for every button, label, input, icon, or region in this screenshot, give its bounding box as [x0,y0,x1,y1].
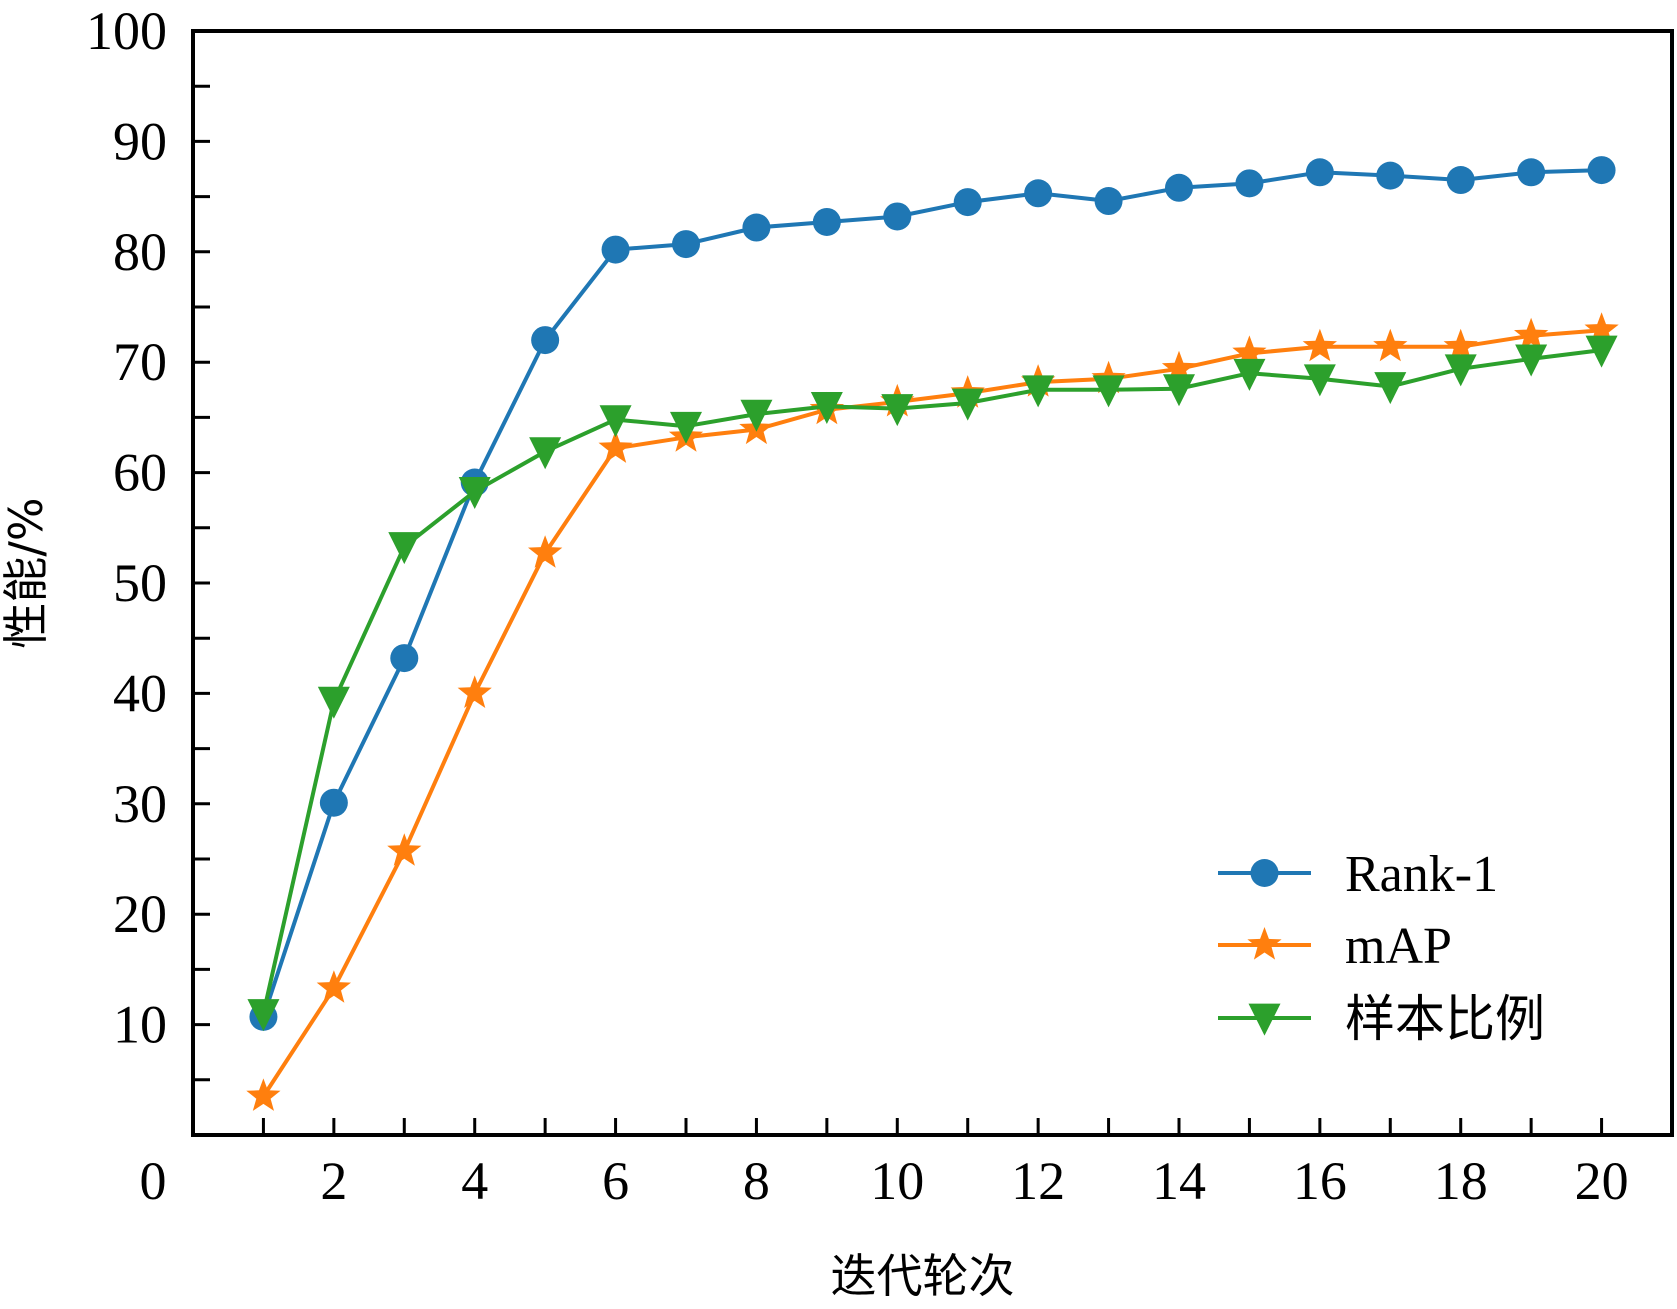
x-tick-label: 16 [1293,1151,1347,1211]
legend: Rank-1 mAP 样本比例 [1218,846,1545,1048]
x-tick-label: 4 [461,1151,488,1211]
ticks-layer: 0 2 4 6 8 10 12 14 16 18 20 10 20 30 40 50 60 70 80 90 100 [86,1,1629,1211]
data-point [1232,335,1267,368]
data-point [1446,166,1475,195]
data-point [742,213,771,242]
data-point [316,970,351,1003]
data-point [246,1078,281,1111]
x-tick-label: 14 [1152,1151,1206,1211]
series-line [261,348,1602,1015]
data-point [1444,354,1477,387]
data-point [319,788,348,817]
y-tick-label: 80 [113,222,167,282]
data-point [529,437,562,470]
data-point [1163,374,1195,407]
data-point [883,202,912,231]
data-point [317,686,350,719]
data-point [388,532,421,565]
data-point [598,430,633,463]
data-point [881,394,914,427]
data-point [528,535,563,568]
legend-item: mAP [1218,918,1452,975]
data-point [1303,364,1336,397]
x-tick-label: 2 [320,1151,347,1211]
y-tick-label: 60 [113,443,167,503]
legend-label: 样本比例 [1345,990,1545,1048]
legend-marker [1247,927,1282,960]
data-point [672,230,700,259]
data-point [740,399,773,432]
data-point [390,644,419,673]
data-point [247,999,280,1032]
data-point [1165,173,1193,202]
data-point [1305,158,1334,187]
data-point [1443,328,1478,362]
data-point [951,388,984,421]
data-point [1584,312,1619,345]
data-point [1022,375,1055,408]
data-point [457,675,492,708]
legend-label: Rank-1 [1345,846,1498,903]
y-tick-label: 90 [113,111,167,171]
x-tick-label: 10 [870,1151,924,1211]
legend-label: mAP [1345,918,1452,975]
y-axis-label: 性能/% [0,497,53,648]
data-point [1302,328,1337,362]
y-tick-label: 100 [86,1,167,61]
y-tick-label: 40 [113,663,167,723]
series-样本比例 [247,335,1618,1032]
data-point [599,405,632,438]
y-tick-label: 10 [113,995,167,1055]
data-point [1585,335,1618,368]
data-point [1373,328,1408,362]
data-point [387,833,422,866]
data-point [458,476,491,509]
y-tick-label: 70 [113,332,167,392]
data-point [670,411,702,444]
data-point [812,207,841,236]
data-point [1515,344,1548,377]
x-tick-label: 12 [1011,1151,1065,1211]
data-point [1092,375,1125,408]
data-point [1161,350,1197,384]
legend-marker [1248,1003,1281,1036]
series-layer [246,156,1619,1111]
data-point [601,235,630,264]
data-point [1517,158,1546,187]
data-point [810,391,843,424]
data-point [531,326,560,355]
x-tick-label: 8 [743,1151,770,1211]
data-point [1233,358,1266,391]
data-point [1094,187,1123,216]
data-point [1024,179,1053,208]
data-point [953,188,982,217]
legend-item: 样本比例 [1218,990,1545,1048]
data-point [1235,169,1264,198]
x-tick-label: 18 [1434,1151,1488,1211]
y-tick-label: 50 [113,553,167,613]
data-point [1374,372,1407,405]
data-point [1376,161,1405,190]
x-tick-label: 20 [1575,1151,1629,1211]
y-tick-label: 20 [113,884,167,944]
x-axis-label: 迭代轮次 [831,1249,1015,1303]
legend-item: Rank-1 [1218,846,1498,903]
series-Rank-1 [249,156,1616,1031]
series-line [261,328,1602,1098]
legend-marker [1250,859,1279,887]
x-tick-label: 6 [602,1151,629,1211]
data-point [1587,156,1616,185]
data-point [1514,317,1549,351]
x-tick-label: 0 [140,1151,167,1211]
y-tick-label: 30 [113,774,167,834]
